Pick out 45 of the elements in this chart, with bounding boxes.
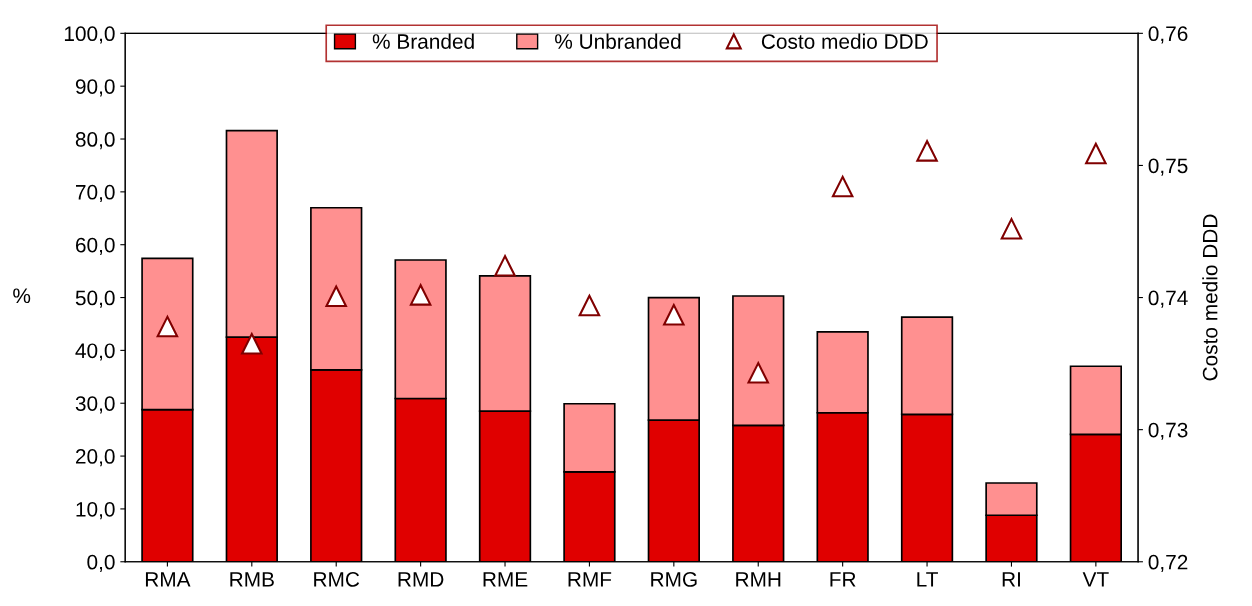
point bbox=[409, 284, 432, 306]
y-tick-label: 80,0 bbox=[75, 132, 115, 150]
y-tick-label: 60,0 bbox=[75, 237, 115, 255]
point bbox=[494, 255, 516, 277]
y-tick-label: 10,0 bbox=[76, 501, 115, 520]
legend-label: % Unbranded bbox=[555, 33, 681, 49]
y2-tick-label: 0,76 bbox=[1148, 26, 1188, 44]
x-tick-label: RMF bbox=[568, 572, 612, 587]
y2-tick-label: 0,72 bbox=[1148, 554, 1188, 572]
legend-label: % Branded bbox=[372, 33, 474, 49]
point bbox=[831, 175, 854, 198]
x-tick-label: LT bbox=[917, 572, 938, 587]
point bbox=[663, 303, 685, 326]
x-tick-label: RMB bbox=[230, 572, 274, 587]
y-tick-label: 100,0 bbox=[64, 26, 115, 44]
x-tick-label: RMH bbox=[736, 572, 781, 587]
y2-tick-label: 0,74 bbox=[1148, 290, 1188, 308]
x-tick-label: RMC bbox=[314, 572, 360, 587]
y-tick-label: 40,0 bbox=[75, 343, 115, 361]
point bbox=[156, 315, 179, 338]
x-tick-label: RMG bbox=[651, 572, 697, 587]
y2-axis-title: Costo medio DDD bbox=[1202, 214, 1218, 381]
y-tick-label: 50,0 bbox=[75, 290, 115, 308]
point bbox=[747, 362, 770, 384]
x-tick-label: FR bbox=[830, 572, 856, 587]
y-tick-label: 70,0 bbox=[76, 184, 115, 203]
y-tick-label: 30,0 bbox=[75, 396, 115, 414]
x-tick-label: RMA bbox=[145, 572, 191, 587]
point bbox=[916, 140, 938, 162]
y-tick-label: 90,0 bbox=[75, 79, 115, 97]
y2-tick-label: 0,73 bbox=[1148, 422, 1188, 440]
x-tick-label: RMD bbox=[398, 572, 444, 587]
point bbox=[1085, 142, 1107, 165]
x-tick-label: RME bbox=[483, 572, 528, 587]
y-tick-label: 20,0 bbox=[75, 449, 115, 467]
y-tick-label: 0,0 bbox=[87, 554, 115, 572]
point bbox=[1000, 218, 1023, 240]
legend-label: Costo medio DDD bbox=[761, 33, 928, 49]
point bbox=[241, 333, 263, 355]
point bbox=[578, 294, 601, 317]
x-tick-label: RI bbox=[1002, 572, 1020, 587]
y2-tick-label: 0,75 bbox=[1148, 158, 1188, 176]
y-axis-title: % bbox=[13, 288, 31, 304]
x-tick-label: VT bbox=[1082, 572, 1109, 587]
point bbox=[325, 285, 347, 307]
